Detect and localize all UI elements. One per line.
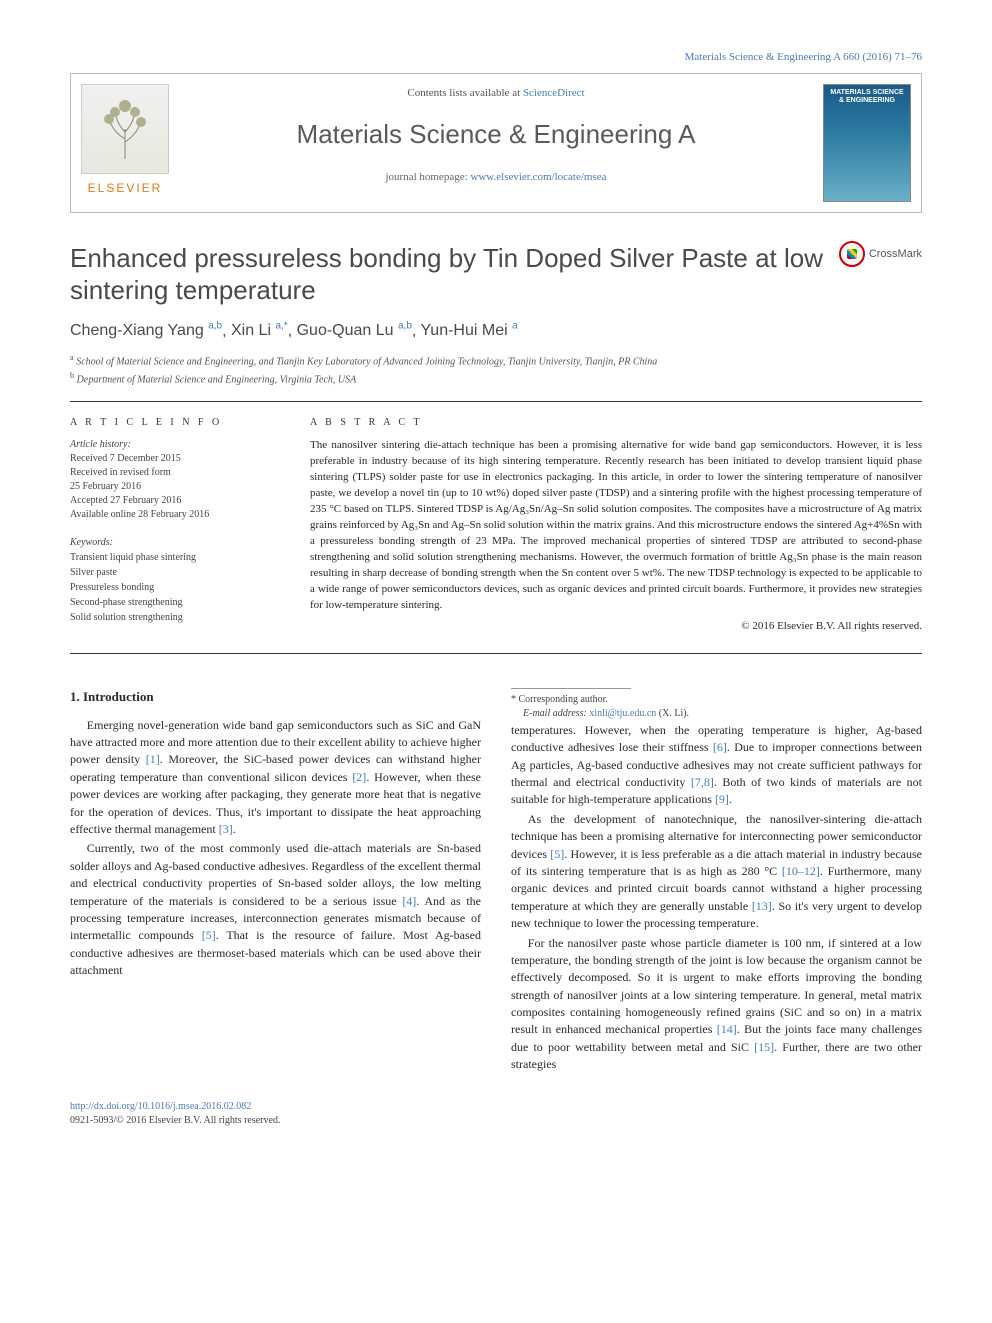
- citation-link[interactable]: [10–12]: [782, 864, 820, 878]
- citation-link[interactable]: [13]: [752, 899, 772, 913]
- email-label: E-mail address:: [523, 708, 589, 719]
- abstract-text: The nanosilver sintering die-attach tech…: [310, 438, 922, 613]
- article-info-block: A R T I C L E I N F O Article history: R…: [70, 416, 270, 635]
- article-info-heading: A R T I C L E I N F O: [70, 416, 270, 430]
- author-email-link[interactable]: xinli@tju.edu.cn: [589, 708, 656, 719]
- citation-link[interactable]: [3]: [219, 822, 233, 836]
- body-paragraph: temperatures. However, when the operatin…: [511, 722, 922, 809]
- body-paragraph: As the development of nanotechnique, the…: [511, 811, 922, 933]
- keyword: Silver paste: [70, 565, 270, 580]
- publisher-name: ELSEVIER: [81, 180, 169, 197]
- crossmark-label: CrossMark: [869, 247, 922, 262]
- history-item: Accepted 27 February 2016: [70, 494, 270, 508]
- divider: [70, 401, 922, 402]
- author: Cheng-Xiang Yang a,b: [70, 322, 222, 339]
- citation-link[interactable]: [5]: [202, 928, 216, 942]
- history-item: Received 7 December 2015: [70, 452, 270, 466]
- abstract-copyright: © 2016 Elsevier B.V. All rights reserved…: [310, 619, 922, 634]
- citation-link[interactable]: [4]: [402, 894, 416, 908]
- doi-link[interactable]: http://dx.doi.org/10.1016/j.msea.2016.02…: [70, 1101, 251, 1112]
- crossmark-badge[interactable]: CrossMark: [839, 241, 922, 267]
- keyword: Second-phase strengthening: [70, 595, 270, 610]
- history-item: 25 February 2016: [70, 480, 270, 494]
- keyword: Pressureless bonding: [70, 580, 270, 595]
- article-meta-row: A R T I C L E I N F O Article history: R…: [70, 416, 922, 654]
- citation-link[interactable]: [15]: [754, 1040, 774, 1054]
- citation-link[interactable]: [7,8]: [691, 775, 714, 789]
- journal-title: Materials Science & Engineering A: [71, 116, 921, 152]
- affiliations: a School of Material Science and Enginee…: [70, 352, 922, 387]
- citation-link[interactable]: [6]: [713, 740, 727, 754]
- author: Guo-Quan Lu a,b: [297, 322, 412, 339]
- author: Yun-Hui Mei a: [421, 322, 518, 339]
- citation-link[interactable]: [2]: [352, 770, 366, 784]
- publisher-logo: ELSEVIER: [81, 84, 169, 202]
- journal-homepage-link[interactable]: www.elsevier.com/locate/msea: [470, 171, 606, 183]
- history-item: Available online 28 February 2016: [70, 508, 270, 522]
- history-item: Received in revised form: [70, 466, 270, 480]
- elsevier-tree-icon: [81, 84, 169, 174]
- journal-citation: Materials Science & Engineering A 660 (2…: [70, 50, 922, 65]
- body-paragraph: For the nanosilver paste whose particle …: [511, 935, 922, 1074]
- author-list: Cheng-Xiang Yang a,b, Xin Li a,*, Guo-Qu…: [70, 320, 922, 343]
- history-label: Article history:: [70, 438, 270, 452]
- corresponding-note: * Corresponding author.: [511, 693, 922, 708]
- doi-line: http://dx.doi.org/10.1016/j.msea.2016.02…: [70, 1100, 922, 1114]
- footnote-block: * Corresponding author. E-mail address: …: [511, 688, 922, 722]
- section-heading: 1. Introduction: [70, 688, 481, 707]
- issn-copyright: 0921-5093/© 2016 Elsevier B.V. All right…: [70, 1114, 922, 1128]
- journal-cover-thumbnail: MATERIALS SCIENCE & ENGINEERING: [823, 84, 911, 202]
- crossmark-icon: [839, 241, 865, 267]
- contents-available-line: Contents lists available at ScienceDirec…: [71, 86, 921, 101]
- citation-link[interactable]: [5]: [550, 847, 564, 861]
- journal-citation-link[interactable]: Materials Science & Engineering A 660 (2…: [685, 51, 922, 63]
- journal-homepage-line: journal homepage: www.elsevier.com/locat…: [71, 170, 921, 185]
- body-paragraph: Currently, two of the most commonly used…: [70, 840, 481, 979]
- article-body: 1. Introduction Emerging novel-generatio…: [70, 688, 922, 1088]
- author: Xin Li a,*: [231, 322, 288, 339]
- body-paragraph: Emerging novel-generation wide band gap …: [70, 717, 481, 839]
- sciencedirect-link[interactable]: ScienceDirect: [523, 87, 585, 99]
- email-suffix: (X. Li).: [656, 708, 689, 719]
- citation-link[interactable]: [14]: [717, 1022, 737, 1036]
- article-title: Enhanced pressureless bonding by Tin Dop…: [70, 243, 922, 305]
- keywords-label: Keywords:: [70, 536, 270, 550]
- abstract-heading: A B S T R A C T: [310, 416, 922, 430]
- citation-link[interactable]: [9]: [715, 792, 729, 806]
- citation-link[interactable]: [1]: [146, 752, 160, 766]
- keyword: Transient liquid phase sintering: [70, 550, 270, 565]
- journal-header-box: ELSEVIER Contents lists available at Sci…: [70, 73, 922, 213]
- keyword: Solid solution strengthening: [70, 610, 270, 625]
- abstract-block: A B S T R A C T The nanosilver sintering…: [310, 416, 922, 635]
